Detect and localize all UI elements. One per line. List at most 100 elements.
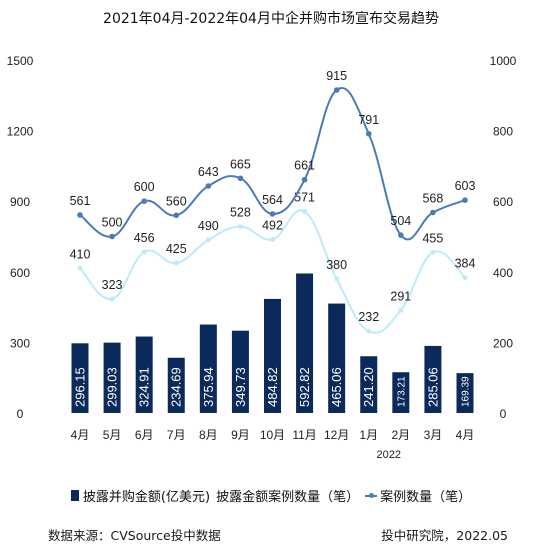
data-source-note: 数据来源：CVSource投中数据	[48, 528, 221, 543]
disclosed-count-label: 490	[198, 219, 219, 233]
deal-count-point	[462, 197, 468, 203]
x-axis-tick-label: 2月	[391, 428, 410, 442]
disclosed-count-label: 455	[422, 231, 443, 245]
right-axis-tick-label: 0	[500, 407, 507, 421]
x-axis-tick-label: 3月	[424, 428, 443, 442]
x-axis-tick-label: 11月	[292, 428, 316, 442]
disclosed-count-label: 410	[70, 247, 91, 261]
bar-value-label: 484.82	[265, 367, 280, 407]
disclosed-count-point	[270, 236, 275, 242]
bar-value-label: 324.91	[137, 367, 152, 407]
bar-value-labels: 296.15 299.03 324.91 234.69 375.94 349.73 484.…	[72, 367, 471, 407]
deal-count-label: 600	[134, 180, 155, 194]
disclosed-count-point	[205, 237, 211, 243]
bar-value-label: 285.06	[425, 367, 440, 407]
disclosed-count-point	[302, 208, 308, 214]
deal-count-label: 791	[358, 113, 379, 127]
x-axis-tick-label: 8月	[199, 428, 218, 442]
legend-label-disclosed-count: 披露金额案例数量（笔）	[216, 490, 360, 505]
disclosed-count-point	[109, 296, 115, 302]
bar-amount	[264, 298, 281, 413]
deal-count-point	[77, 212, 83, 218]
deal-count-point	[205, 183, 212, 189]
x-axis-tick-label: 4月	[71, 428, 90, 442]
deal-count-label: 665	[230, 157, 251, 171]
deal-count-label: 915	[326, 69, 347, 83]
disclosed-count-point	[430, 249, 436, 255]
legend: 披露并购金额(亿美元) 披露金额案例数量（笔） 案例数量（笔）	[0, 486, 542, 505]
deal-count-label: 643	[198, 165, 219, 179]
bar-amount	[392, 372, 410, 413]
right-axis-tick-label: 600	[493, 195, 513, 209]
disclosed-count-point	[334, 276, 340, 282]
deal-count-point	[173, 212, 180, 219]
right-axis-tick-label: 800	[493, 125, 513, 139]
bar-value-label: 592.82	[297, 367, 312, 407]
bar-value-label: 349.73	[233, 367, 248, 407]
x-axis-tick-label: 6月	[135, 428, 154, 442]
bar-value-label: 465.06	[329, 367, 344, 407]
bar-amount	[231, 330, 249, 413]
disclosed-count-line-series: 410 323 456 425 490 528 492 571 380 232 291 455 384	[70, 190, 475, 334]
legend-swatch-amount	[70, 490, 79, 501]
bar-amount	[199, 324, 217, 413]
x-axis-ticks: 4月 5月 6月 7月 8月 9月 10月 11月 12月 1月 2月 3月 4月 2022	[71, 428, 475, 461]
bar-amount	[167, 357, 185, 413]
disclosed-count-point	[237, 224, 243, 230]
bar-value-label: 173.21	[396, 376, 407, 407]
bar-value-label: 296.15	[72, 367, 87, 407]
legend-label-deal-count: 案例数量（笔）	[380, 490, 472, 505]
legend-item-deal-count: 案例数量（笔）	[365, 486, 471, 505]
bar-value-label: 241.20	[361, 367, 376, 407]
x-axis-tick-label: 9月	[231, 428, 250, 442]
credit-note: 投中研究院，2022.05	[381, 528, 508, 543]
bar-value-label: 375.94	[201, 367, 216, 407]
legend-label-amount: 披露并购金额(亿美元)	[82, 490, 211, 505]
deal-count-point	[365, 130, 372, 137]
right-axis-tick-label: 200	[493, 336, 513, 350]
chart-title: 2021年04月-2022年04月中企并购市场宣布交易趋势	[103, 11, 439, 27]
disclosed-count-label: 425	[166, 242, 187, 256]
x-axis-tick-label: 4月	[456, 428, 475, 442]
left-axis-tick-label: 900	[10, 195, 30, 209]
right-axis-tick-label: 400	[493, 266, 513, 280]
x-axis-tick-label: 7月	[167, 428, 186, 442]
deal-count-label: 504	[390, 214, 411, 228]
bar-amount	[360, 356, 378, 413]
disclosed-count-label: 492	[262, 218, 283, 232]
deal-count-label: 661	[294, 159, 315, 173]
deal-count-point	[333, 87, 340, 93]
disclosed-count-label: 528	[230, 206, 251, 220]
left-axis-tick-label: 0	[17, 407, 24, 421]
legend-item-disclosed-count: 披露金额案例数量（笔）	[216, 486, 359, 505]
x-axis-tick-label: 10月	[260, 428, 285, 442]
disclosed-count-point	[366, 328, 372, 334]
bar-value-label: 299.03	[105, 367, 120, 407]
left-axis-tick-label: 1500	[7, 54, 34, 68]
left-axis-tick-label: 1200	[7, 125, 34, 139]
disclosed-count-point	[398, 307, 404, 313]
legend-swatch-deal-count	[365, 490, 378, 501]
bar-amount	[103, 342, 121, 413]
deal-count-point	[269, 211, 276, 217]
left-axis: 0 300 600 900 1200 1500	[7, 54, 34, 421]
left-axis-tick-label: 600	[10, 266, 30, 280]
x-axis-tick-label: 12月	[324, 428, 349, 442]
deal-count-label: 603	[455, 179, 476, 193]
deal-count-label: 568	[422, 191, 443, 205]
bar-series	[71, 273, 474, 413]
deal-count-label: 564	[262, 193, 283, 207]
left-axis-tick-label: 300	[10, 336, 30, 350]
disclosed-count-label: 571	[294, 190, 315, 204]
bar-amount	[135, 336, 153, 413]
disclosed-count-point	[462, 274, 468, 280]
disclosed-count-label: 291	[390, 289, 411, 303]
disclosed-count-label: 456	[134, 231, 155, 245]
disclosed-count-point	[77, 265, 83, 271]
deal-count-label: 561	[70, 194, 91, 208]
bar-value-label: 169.39	[461, 376, 472, 407]
disclosed-count-label: 323	[102, 278, 123, 292]
bar-amount	[328, 303, 346, 413]
